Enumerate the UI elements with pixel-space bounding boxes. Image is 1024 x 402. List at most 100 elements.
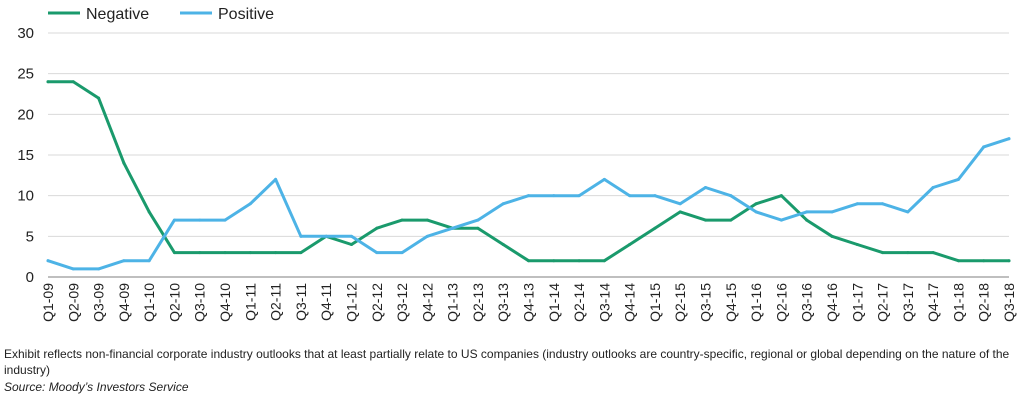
x-tick-label: Q4-15 <box>723 283 739 322</box>
x-tick-label: Q4-14 <box>622 283 638 322</box>
data-point-negative <box>97 96 101 100</box>
x-tick-label: Q3-18 <box>1001 283 1017 322</box>
data-point-positive <box>425 234 429 238</box>
data-point-positive <box>855 202 859 206</box>
x-tick-label: Q2-18 <box>976 283 992 322</box>
data-point-negative <box>653 226 657 230</box>
data-point-positive <box>830 210 834 214</box>
data-point-positive <box>779 218 783 222</box>
x-tick-label: Q1-16 <box>748 283 764 322</box>
x-tick-label: Q1-18 <box>950 283 966 322</box>
data-point-positive <box>628 194 632 198</box>
data-point-positive <box>476 218 480 222</box>
data-point-negative <box>46 80 50 84</box>
data-point-negative <box>147 210 151 214</box>
x-tick-label: Q4-12 <box>419 283 435 322</box>
data-point-positive <box>653 194 657 198</box>
data-point-positive <box>71 267 75 271</box>
series-line-negative <box>46 80 1011 263</box>
data-point-positive <box>122 259 126 263</box>
data-point-positive <box>1007 137 1011 141</box>
data-point-negative <box>602 259 606 263</box>
data-point-positive <box>274 177 278 181</box>
data-point-positive <box>147 259 151 263</box>
data-point-positive <box>754 210 758 214</box>
series-line-positive <box>46 137 1011 271</box>
data-point-negative <box>198 251 202 255</box>
data-point-positive <box>602 177 606 181</box>
data-point-negative <box>830 234 834 238</box>
data-point-negative <box>729 218 733 222</box>
x-tick-label: Q4-09 <box>116 283 132 322</box>
data-point-negative <box>754 202 758 206</box>
y-tick-label: 5 <box>26 228 34 245</box>
data-point-negative <box>527 259 530 263</box>
data-point-positive <box>527 194 530 198</box>
y-tick-label: 0 <box>26 269 34 286</box>
data-point-negative <box>881 251 885 255</box>
data-point-negative <box>476 226 480 230</box>
data-point-negative <box>349 242 353 246</box>
x-tick-label: Q2-15 <box>672 283 688 322</box>
x-tick-label: Q3-11 <box>293 283 309 321</box>
data-point-negative <box>956 259 960 263</box>
legend-label-negative: Negative <box>86 6 149 23</box>
x-tick-label: Q3-09 <box>91 283 107 322</box>
data-point-positive <box>501 202 505 206</box>
data-point-negative <box>855 242 859 246</box>
data-point-negative <box>1007 259 1011 263</box>
data-point-positive <box>805 210 809 214</box>
data-point-positive <box>552 194 556 198</box>
data-point-positive <box>956 177 960 181</box>
x-tick-label: Q2-11 <box>268 283 284 321</box>
data-point-positive <box>248 202 252 206</box>
x-tick-label: Q1-15 <box>647 283 663 322</box>
data-point-negative <box>552 259 556 263</box>
data-point-negative <box>779 194 783 198</box>
x-tick-label: Q1-12 <box>343 283 359 322</box>
x-tick-label: Q4-16 <box>824 283 840 322</box>
data-point-positive <box>729 194 733 198</box>
data-point-negative <box>704 218 708 222</box>
source-note: Source: Moody’s Investors Service <box>4 380 189 394</box>
data-point-positive <box>678 202 682 206</box>
data-point-negative <box>678 210 682 214</box>
data-point-positive <box>400 251 404 255</box>
data-point-negative <box>375 226 379 230</box>
x-tick-label: Q2-17 <box>875 283 891 322</box>
x-tick-label: Q2-10 <box>166 283 182 322</box>
data-point-negative <box>501 242 505 246</box>
data-point-negative <box>577 259 581 263</box>
data-point-positive <box>451 226 455 230</box>
data-point-negative <box>982 259 986 263</box>
x-tick-label: Q4-11 <box>318 283 334 321</box>
data-point-positive <box>299 234 303 238</box>
x-tick-label: Q1-09 <box>40 283 56 322</box>
x-tick-label: Q1-13 <box>445 283 461 322</box>
data-point-negative <box>628 242 632 246</box>
x-tick-label: Q2-14 <box>571 283 587 322</box>
data-point-negative <box>805 218 809 222</box>
legend-label-positive: Positive <box>218 6 274 23</box>
x-tick-label: Q1-10 <box>141 283 157 322</box>
x-tick-label: Q2-16 <box>773 283 789 322</box>
y-tick-label: 25 <box>17 66 34 83</box>
data-point-negative <box>71 80 75 84</box>
data-point-positive <box>906 210 910 214</box>
data-point-positive <box>324 234 328 238</box>
y-tick-label: 15 <box>17 147 34 164</box>
data-point-negative <box>172 251 176 255</box>
data-point-negative <box>299 251 303 255</box>
data-point-negative <box>248 251 252 255</box>
data-point-positive <box>931 186 935 190</box>
data-point-negative <box>400 218 404 222</box>
data-point-negative <box>425 218 429 222</box>
data-point-positive <box>172 218 176 222</box>
x-tick-label: Q3-15 <box>698 283 714 322</box>
x-tick-label: Q3-14 <box>596 283 612 322</box>
data-point-positive <box>375 251 379 255</box>
data-point-negative <box>122 161 126 165</box>
x-tick-label: Q2-12 <box>369 283 385 322</box>
data-point-positive <box>97 267 101 271</box>
x-tick-label: Q4-17 <box>925 283 941 322</box>
